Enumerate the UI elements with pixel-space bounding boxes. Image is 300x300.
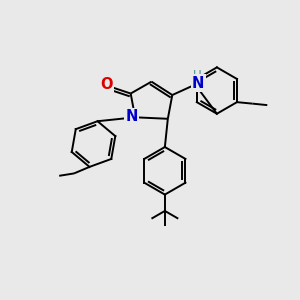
Text: N: N xyxy=(125,109,138,124)
Text: H: H xyxy=(193,69,202,82)
Text: O: O xyxy=(101,77,113,92)
Text: N: N xyxy=(192,76,204,91)
